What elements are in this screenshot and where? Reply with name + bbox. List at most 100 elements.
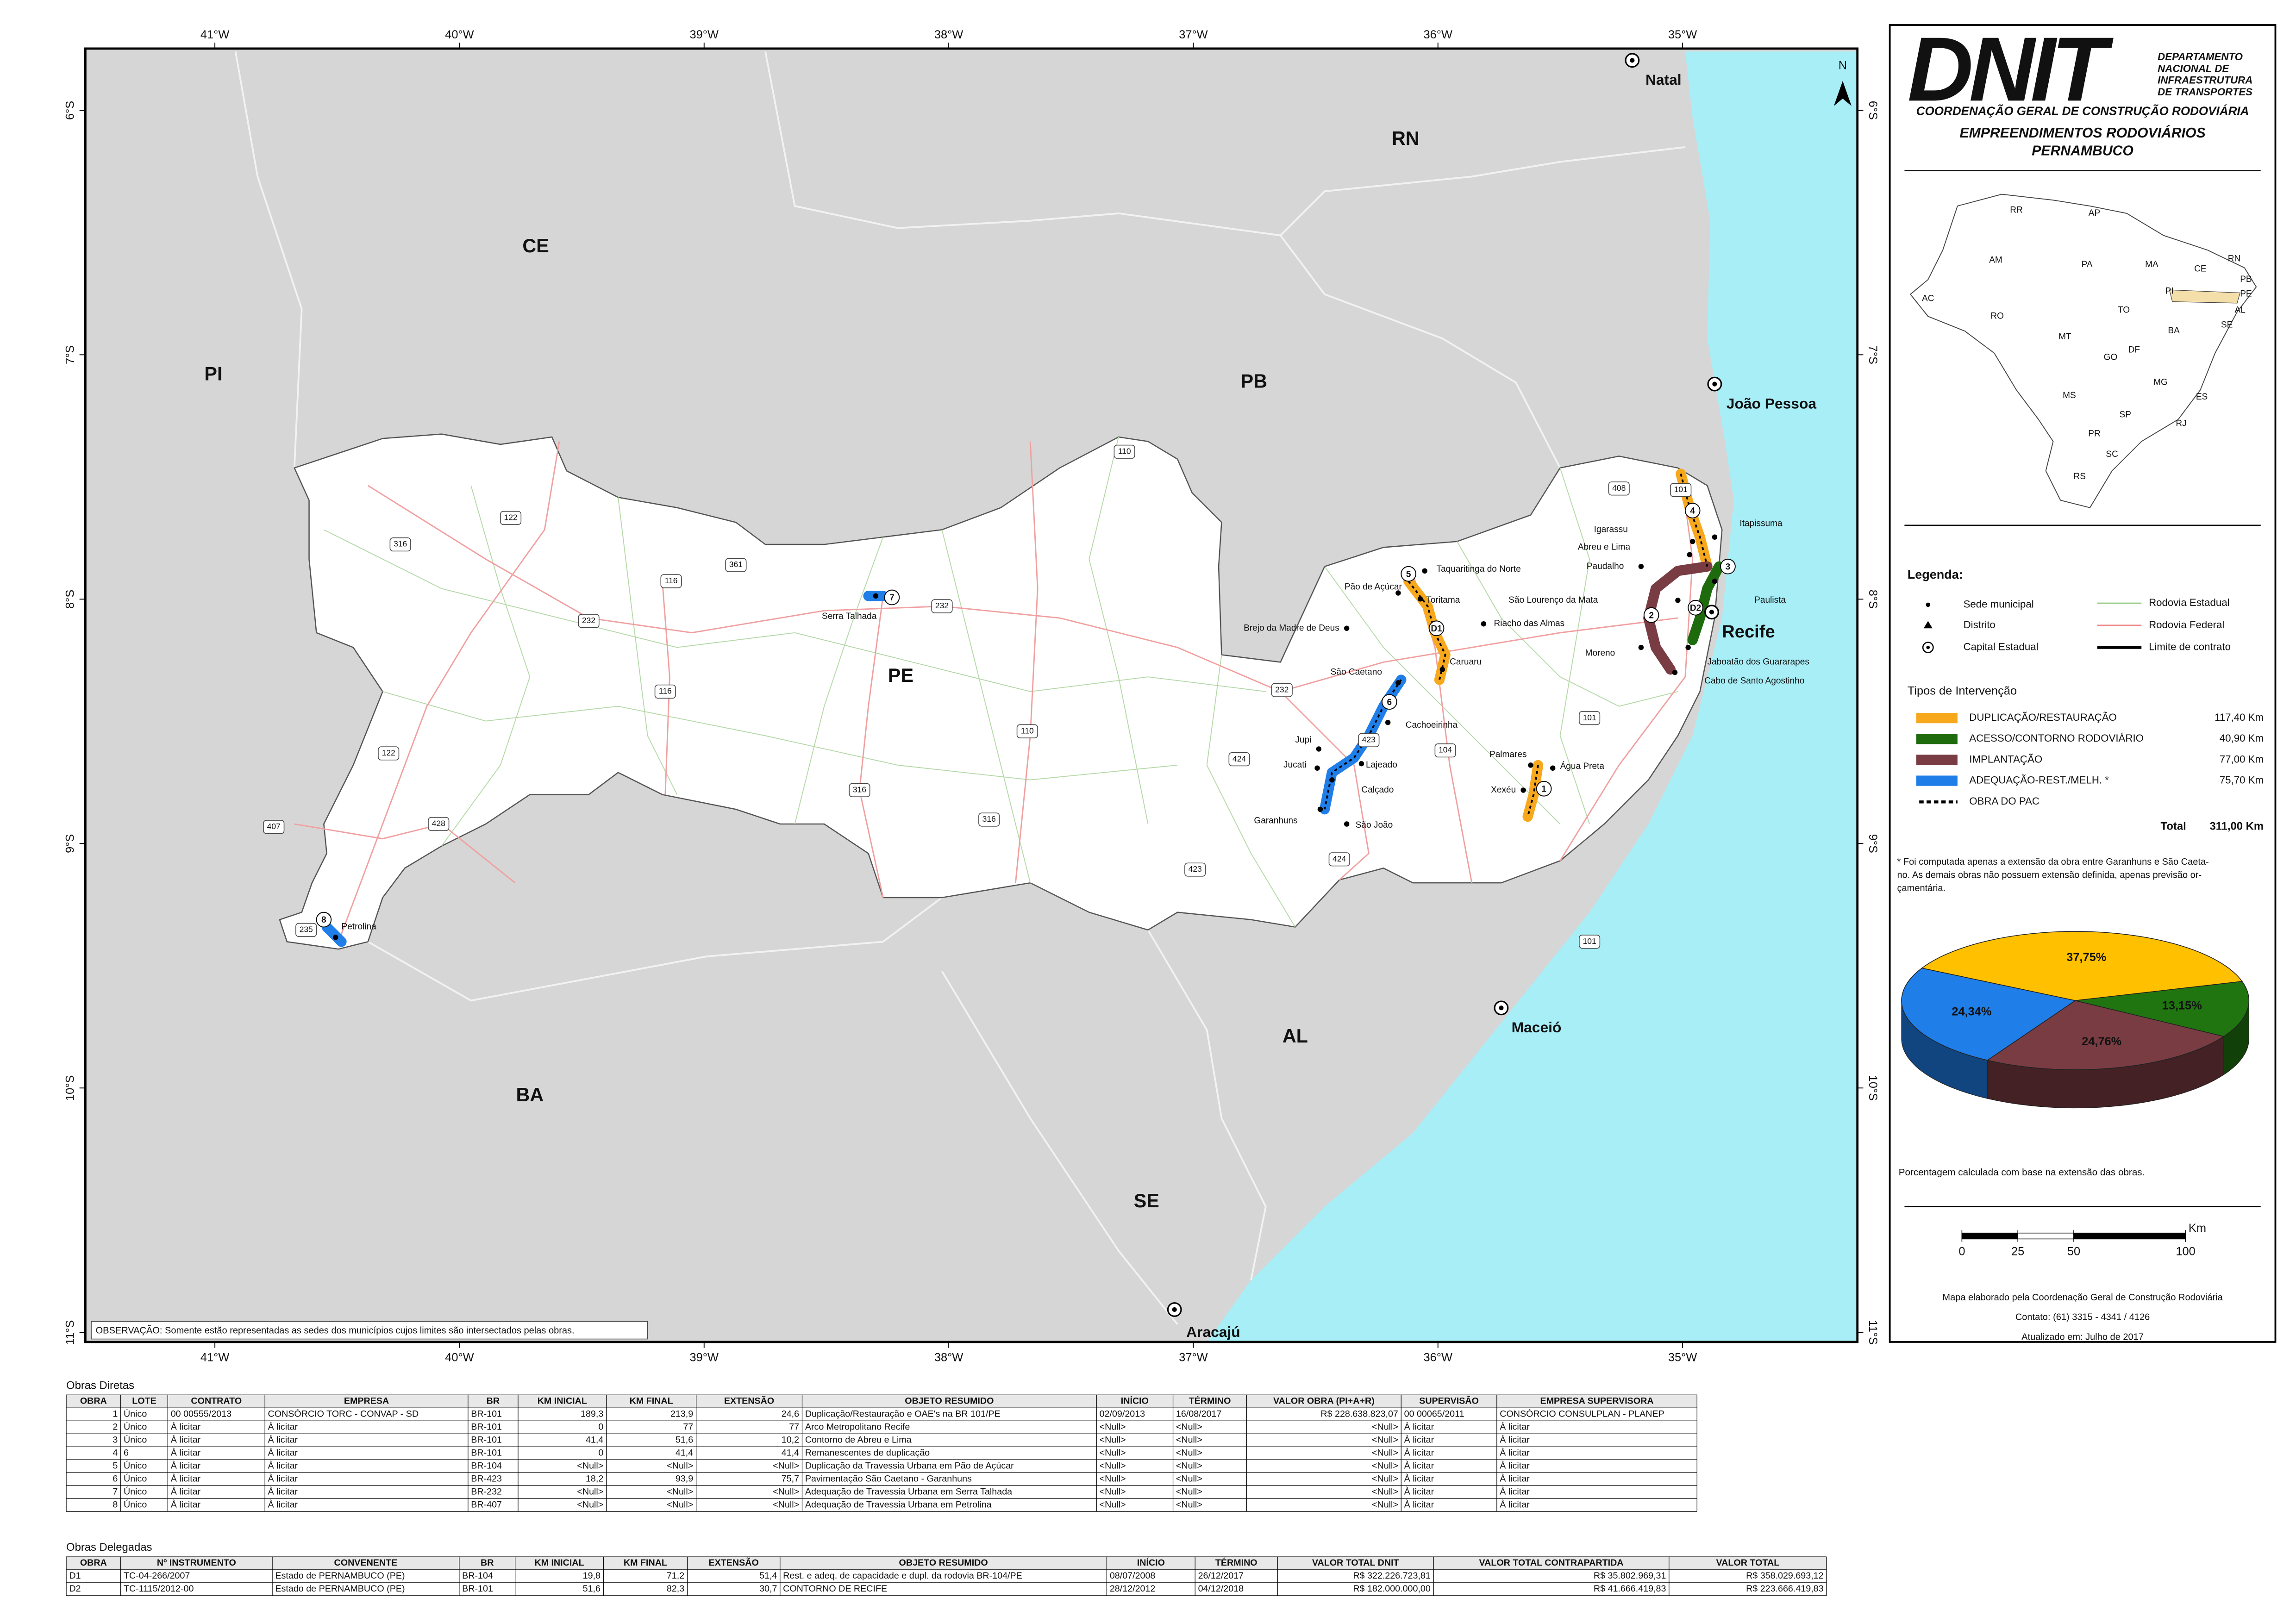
inset-label: AM [1989, 256, 2002, 265]
lat-label: 6°S [63, 101, 76, 120]
inset-label: MA [2145, 260, 2158, 269]
work-marker [1720, 558, 1736, 574]
table-cell: À licitar [1404, 1434, 1434, 1445]
pie-label: 24,34% [1952, 1005, 1991, 1018]
table-cell: TC-04-266/2007 [124, 1571, 190, 1581]
road-shield [378, 746, 400, 761]
work-marker [1643, 607, 1659, 623]
table-cell: Duplicação/Restauração e OAE's na BR 101… [805, 1409, 1001, 1419]
table-cell: 3 [113, 1435, 118, 1445]
work-marker-label: 6 [1387, 698, 1392, 707]
table-header-bg [66, 1395, 1697, 1408]
legend-symbol-label: Sede municipal [1964, 598, 2034, 610]
town-symbol [1638, 564, 1644, 569]
table-cell: 19,8 [583, 1571, 601, 1581]
table-cell: À licitar [171, 1447, 201, 1458]
lon-label: 37°W [1179, 1351, 1207, 1364]
pie-slice [2075, 981, 2250, 1037]
town-label: Paudalho [1587, 562, 1624, 571]
road-shield [1579, 935, 1601, 949]
table-header: TÉRMINO [1189, 1396, 1231, 1406]
table-cell: 10,2 [782, 1435, 799, 1445]
title-line: PERNAMBUCO [2032, 143, 2133, 158]
table-cell: <Null> [1176, 1435, 1202, 1445]
town-symbol [873, 593, 879, 599]
lat-label: 8°S [1866, 590, 1879, 609]
table-cell: 2 [113, 1422, 118, 1432]
town-label: Moreno [1585, 648, 1615, 658]
table-header: EMPRESA SUPERVISORA [1540, 1396, 1654, 1406]
table-cell: BR-101 [471, 1448, 502, 1458]
table-cell: À licitar [268, 1460, 298, 1471]
inset-label: AC [1922, 293, 1934, 303]
table-cell: BR-101 [471, 1422, 502, 1432]
table-cell: 16/08/2017 [1176, 1409, 1222, 1419]
table-cell: 93,9 [676, 1473, 693, 1484]
road-shield [1434, 743, 1456, 758]
inset-label: RN [2228, 254, 2241, 263]
table-cell: <Null> [1100, 1448, 1126, 1458]
table-cell: <Null> [667, 1461, 693, 1471]
table-cell: Contorno de Abreu e Lima [805, 1435, 912, 1445]
state-label: SE [1134, 1190, 1159, 1211]
credit-line: Mapa elaborado pela Coordenação Geral de… [1942, 1292, 2223, 1303]
table-header: KM FINAL [624, 1558, 667, 1568]
road-label: 424 [1232, 754, 1246, 763]
table-cell: 4 [113, 1448, 118, 1458]
road-label: 116 [665, 576, 678, 585]
state-label: PI [204, 363, 222, 384]
town-symbol [1689, 539, 1695, 544]
intervention-swatch [1916, 775, 1958, 786]
work-marker-label: D1 [1431, 624, 1442, 634]
table-cell: 41,4 [676, 1448, 693, 1458]
town-symbol [1422, 568, 1427, 574]
inset-label: ES [2196, 392, 2208, 402]
road-label: 122 [382, 748, 395, 757]
work-marker-label: 3 [1726, 562, 1731, 572]
north-arrow [1833, 81, 1852, 106]
town-symbol [1712, 534, 1718, 540]
table-cell: R$ 322.226.723,81 [1353, 1571, 1431, 1581]
town-label: Cachoeirinha [1406, 720, 1458, 730]
intervention-swatch [1916, 755, 1958, 765]
inset-label: PI [2165, 286, 2174, 296]
town-label: Jaboatão dos Guararapes [1707, 657, 1809, 667]
lat-label: 7°S [1866, 345, 1879, 364]
table-cell: Estado de PERNAMBUCO (PE) [275, 1571, 405, 1581]
table-cell: 51,6 [583, 1584, 601, 1594]
note-line: * Foi computada apenas a extensão da obr… [1897, 857, 2209, 867]
road-label: 408 [1612, 483, 1626, 493]
table-cell: Rest. e adeq. de capacidade e dupl. da r… [783, 1571, 1022, 1581]
title-line: EMPREENDIMENTOS RODOVIÁRIOS [1959, 125, 2205, 141]
table-cell: 02/09/2013 [1100, 1409, 1145, 1419]
lon-label: 35°W [1668, 28, 1697, 41]
state-label: CE [522, 235, 549, 256]
scale-unit: Km [2189, 1222, 2206, 1235]
table-header: OBRA [80, 1558, 107, 1568]
table-cell: 04/12/2018 [1198, 1584, 1244, 1594]
inset-label: MT [2058, 332, 2071, 342]
scale-segment [2017, 1232, 2074, 1240]
table-cell: R$ 182.000.000,00 [1353, 1584, 1431, 1594]
road-label: 101 [1583, 713, 1596, 722]
inset-label: SC [2106, 449, 2118, 459]
town-symbol [1439, 667, 1445, 672]
table-cell: À licitar [1500, 1460, 1530, 1471]
road-shield [1016, 724, 1038, 738]
legend-symbol-label: Distrito [1964, 619, 1996, 630]
town-symbol [1395, 590, 1401, 596]
org-line: NACIONAL DE [2158, 62, 2229, 74]
table-header: BR [481, 1558, 494, 1568]
table-header: KM FINAL [630, 1396, 673, 1406]
intervention-length: 77,00 Km [2220, 753, 2264, 765]
inset-label: BA [2168, 326, 2180, 336]
table-cell: Duplicação da Travessia Urbana em Pão de… [805, 1461, 1014, 1471]
inset-label: MG [2153, 377, 2168, 387]
work-marker [1401, 566, 1417, 582]
inset-label: AP [2089, 208, 2100, 218]
table-header: OBRA [80, 1396, 107, 1406]
road-label: 122 [504, 512, 517, 522]
pernambuco [279, 433, 1723, 950]
